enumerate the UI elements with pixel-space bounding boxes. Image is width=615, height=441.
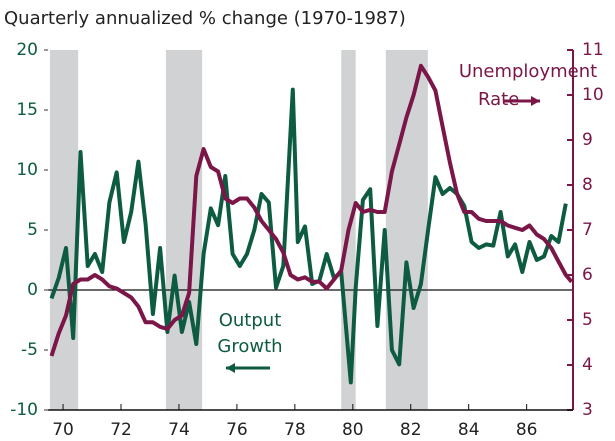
y-tick-label: 10 [16, 160, 38, 180]
y2-tick-label: 5 [582, 310, 593, 330]
chart-title: Quarterly annualized % change (1970-1987… [4, 8, 406, 29]
x-tick-label: 72 [110, 420, 132, 440]
y2-tick-label: 7 [582, 220, 593, 240]
annotation-text: Rate [478, 89, 519, 110]
y-tick-label: 0 [27, 280, 38, 300]
x-tick-label: 82 [400, 420, 422, 440]
annotation-text: Unemployment [459, 61, 597, 82]
y2-tick-label: 3 [582, 400, 593, 420]
recession-band [165, 50, 203, 410]
x-tick-label: 84 [458, 420, 480, 440]
y2-tick-label: 4 [582, 355, 593, 375]
y-tick-label: -5 [21, 340, 38, 360]
x-tick-label: 80 [342, 420, 364, 440]
y-tick-label: 15 [16, 100, 38, 120]
y-tick-label: 5 [27, 220, 38, 240]
y2-tick-label: 6 [582, 265, 593, 285]
y-tick-label: 20 [16, 40, 38, 60]
y2-tick-label: 9 [582, 130, 593, 150]
recession-band [50, 50, 79, 410]
x-tick-label: 78 [284, 420, 306, 440]
series-line [49, 87, 568, 385]
x-tick-label: 74 [168, 420, 190, 440]
y2-tick-label: 11 [582, 40, 604, 60]
annotation-arrowhead [226, 363, 235, 373]
x-tick-label: 76 [226, 420, 248, 440]
annotation-text: Output [219, 310, 282, 331]
y2-tick-label: 8 [582, 175, 593, 195]
y2-tick-label: 10 [582, 85, 604, 105]
x-tick-label: 86 [516, 420, 538, 440]
annotation-arrowhead [531, 96, 540, 106]
x-tick-label: 70 [52, 420, 74, 440]
recession-band [385, 50, 428, 410]
annotation-text: Growth [217, 336, 282, 357]
series-line [49, 63, 574, 357]
y-tick-label: -10 [10, 400, 38, 420]
